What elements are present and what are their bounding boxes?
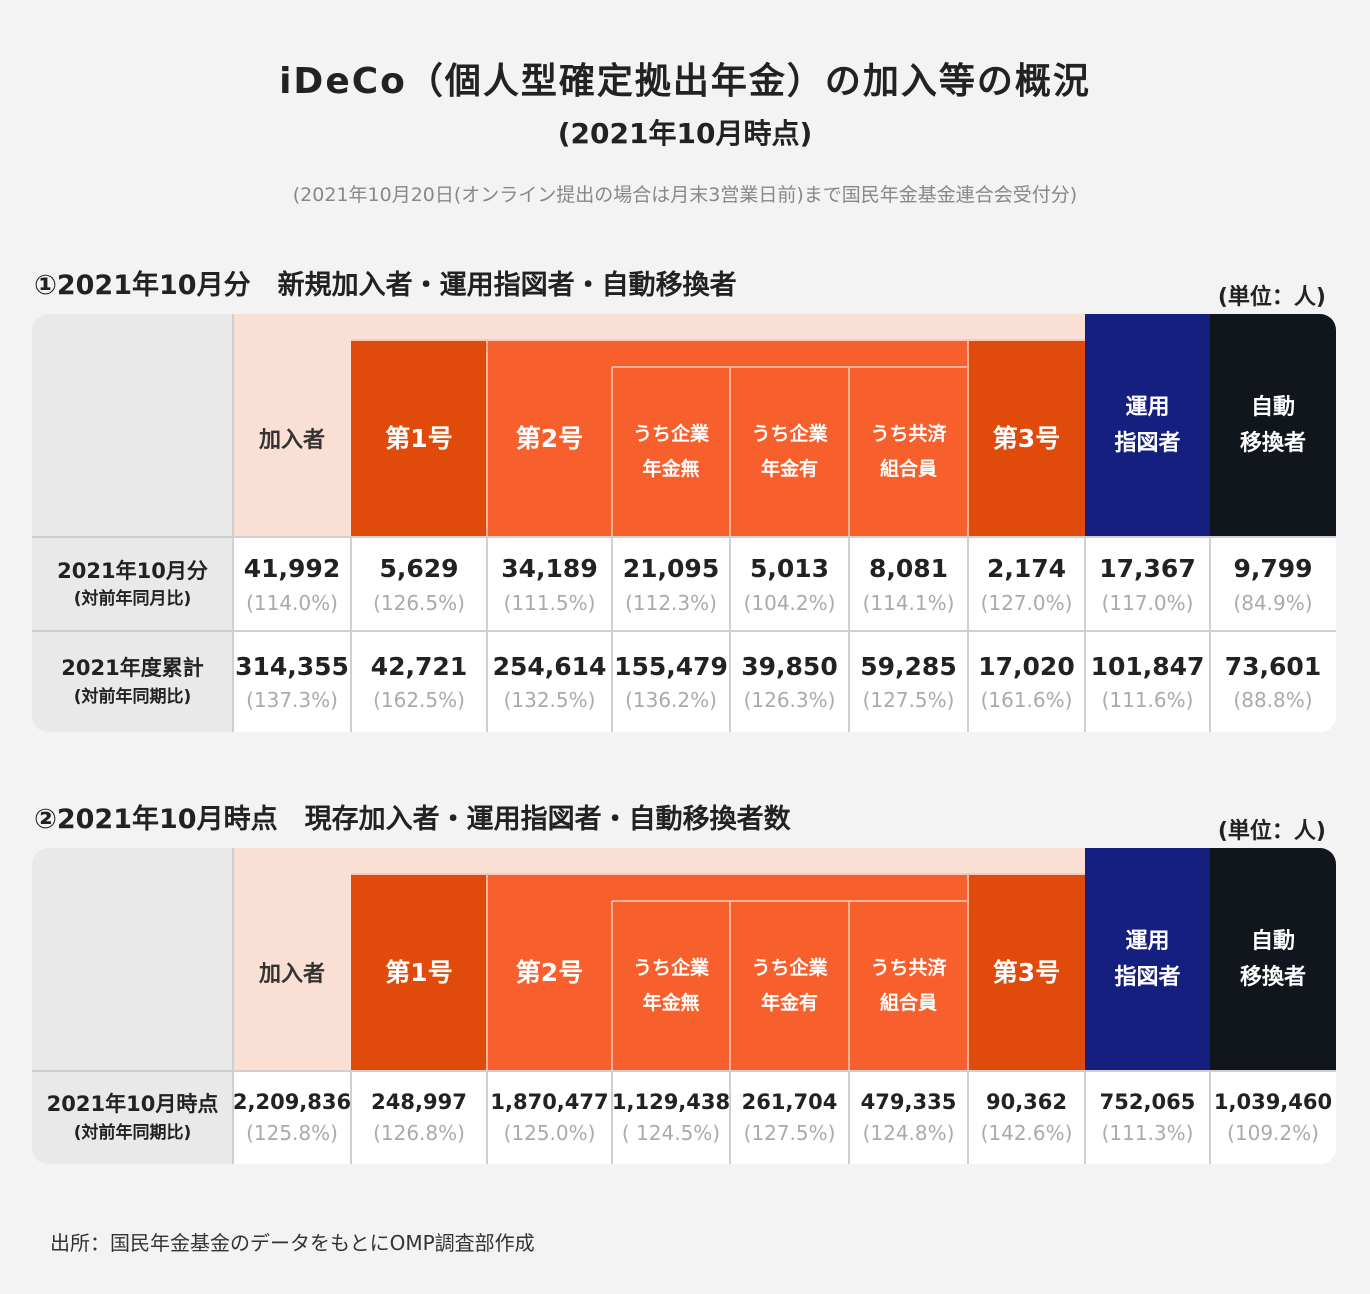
header-corner: [32, 848, 233, 1071]
table-cell: 1,039,460 (109.2%): [1213, 1089, 1333, 1146]
table-cell: 21,095 (112.3%): [622, 554, 720, 615]
table-cell: 42,721 (162.5%): [370, 651, 468, 713]
table-cell: 261,704 (127.5%): [741, 1089, 838, 1146]
table-cell: 101,847 (111.6%): [1090, 651, 1205, 713]
table-cell: 752,065 (111.3%): [1099, 1089, 1196, 1146]
table-cell: 479,335 (124.8%): [860, 1089, 957, 1146]
header-kyosai: うち共済 組合員: [849, 901, 968, 1071]
header-kigyo-nenkin-nashi: うち企業 年金無: [612, 901, 730, 1071]
row-cumulative-label: 2021年度累計 (対前年同期比): [32, 631, 233, 732]
table-cell: 34,189 (111.5%): [501, 554, 598, 615]
table-cell: 2,209,836 (125.8%): [232, 1089, 352, 1146]
header-kigyo-nenkin-ari: うち企業 年金有: [730, 367, 849, 537]
section1-heading: ①2021年10月分 新規加入者・運用指図者・自動移換者: [34, 270, 737, 301]
table-cell: 5,013 (104.2%): [743, 554, 836, 615]
table-cell: 254,614 (132.5%): [492, 651, 607, 713]
header-unyo: 運用 指図者: [1085, 848, 1210, 1071]
row-current-label: 2021年10月時点 (対前年同期比): [32, 1071, 233, 1164]
table-cell: 248,997 (126.8%): [371, 1089, 467, 1146]
header-dai1: 第1号: [351, 874, 487, 1071]
section2-heading: ②2021年10月時点 現存加入者・運用指図者・自動移換者数: [34, 804, 791, 835]
header-kigyo-nenkin-ari: うち企業 年金有: [730, 901, 849, 1071]
section1-table: 加入者 第1号 第2号 うち企業 年金無 うち企業 年金有 うち共済 組合員 第3号 …: [32, 314, 1336, 732]
header-kanyusha: 加入者: [233, 314, 351, 537]
header-kanyusha: 加入者: [233, 848, 351, 1071]
table-cell: 59,285 (127.5%): [860, 651, 957, 713]
row-monthly-label: 2021年10月分 (対前年同月比): [32, 537, 233, 631]
table-cell: 90,362 (142.6%): [980, 1089, 1073, 1146]
header-dai2: 第2号: [487, 874, 612, 1071]
table-cell: 73,601 (88.8%): [1224, 651, 1322, 713]
source-footer: 出所：国民年金基金のデータをもとにOMP調査部作成: [50, 1231, 535, 1255]
table-cell: 1,129,438( 124.5%): [611, 1089, 731, 1146]
table-cell: 1,870,477 (125.0%): [490, 1089, 609, 1146]
page-subtitle: (2021年10月時点): [557, 117, 813, 150]
header-corner: [32, 314, 233, 537]
table-cell: 5,629 (126.5%): [373, 554, 465, 615]
header-dai3: 第3号: [968, 874, 1085, 1071]
header-kyosai: うち共済 組合員: [849, 367, 968, 537]
table-cell: 17,367 (117.0%): [1099, 554, 1196, 615]
section1-unit: (単位：人): [1217, 285, 1326, 310]
table-cell: 314,355 (137.3%): [235, 651, 349, 713]
header-dai1: 第1号: [351, 340, 487, 537]
table-cell: 2,174 (127.0%): [980, 554, 1073, 615]
table-cell: 155,479 (136.2%): [614, 651, 728, 713]
data-source-note: (2021年10月20日(オンライン提出の場合は月末3営業日前)まで国民年金基金…: [292, 184, 1078, 206]
table-cell: 17,020 (161.6%): [978, 651, 1075, 713]
header-kigyo-nenkin-nashi: うち企業 年金無: [612, 367, 730, 537]
table-cell: 9,799 (84.9%): [1233, 554, 1313, 615]
header-unyo: 運用 指図者: [1085, 314, 1210, 537]
header-dai3: 第3号: [968, 340, 1085, 537]
table-cell: 8,081 (114.1%): [862, 554, 955, 615]
section2-table: 加入者 第1号 第2号 うち企業 年金無 うち企業 年金有 うち共済 組合員 第3号 …: [32, 848, 1336, 1164]
section2-unit: (単位：人): [1217, 819, 1326, 844]
table-cell: 41,992 (114.0%): [243, 554, 341, 615]
header-jido: 自動 移換者: [1210, 314, 1336, 537]
header-jido: 自動 移換者: [1210, 848, 1336, 1071]
header-dai2: 第2号: [487, 340, 612, 537]
table-cell: 39,850 (126.3%): [741, 651, 838, 713]
page-title: iDeCo（個人型確定拠出年金）の加入等の概況: [279, 61, 1091, 102]
